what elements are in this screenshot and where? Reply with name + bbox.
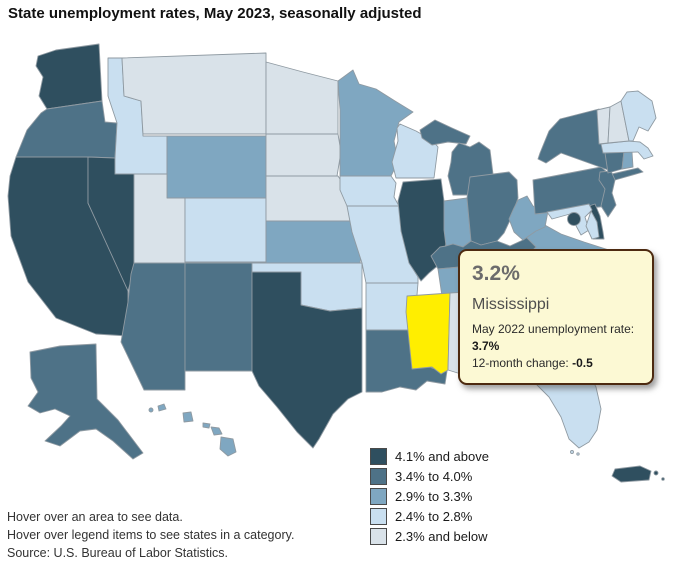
state-me[interactable] — [620, 90, 657, 142]
state-ri[interactable] — [621, 150, 634, 170]
state-az[interactable] — [120, 262, 186, 391]
state-nd[interactable] — [265, 61, 339, 135]
legend-swatch — [370, 447, 387, 465]
state-or[interactable] — [15, 100, 118, 159]
state-wa[interactable] — [35, 43, 103, 110]
state-ak[interactable] — [27, 343, 144, 460]
tooltip-change-label: 12-month change: — [472, 356, 573, 370]
state-pr[interactable] — [653, 470, 659, 476]
state-md[interactable] — [585, 210, 600, 240]
tooltip-state-name: Mississippi — [472, 296, 550, 313]
state-hi[interactable] — [157, 403, 167, 412]
state-tx[interactable] — [251, 271, 363, 449]
state-in[interactable] — [443, 197, 472, 248]
map-legend: 4.1% and above 3.4% to 4.0% 2.9% to 3.3% 2.… — [370, 447, 489, 548]
legend-label: 2.4% to 2.8% — [395, 508, 473, 524]
state-co[interactable] — [184, 197, 267, 263]
footer-line-0: Hover over an area to see data. — [7, 510, 183, 524]
state-fl[interactable] — [576, 452, 580, 456]
state-md[interactable] — [546, 203, 593, 236]
state-ia[interactable] — [339, 175, 400, 207]
state-hi[interactable] — [210, 426, 223, 436]
state-wy[interactable] — [166, 135, 267, 199]
state-hi[interactable] — [202, 422, 211, 429]
legend-label: 3.4% to 4.0% — [395, 468, 473, 484]
page-title: State unemployment rates, May 2023, seas… — [8, 5, 422, 22]
state-sd[interactable] — [265, 133, 342, 177]
state-oh[interactable] — [466, 171, 519, 246]
tooltip-prev-rate-value: 3.7% — [472, 339, 500, 353]
tooltip-prev-rate-line: May 2022 unemployment rate: 3.7% — [472, 321, 640, 355]
legend-label: 2.9% to 3.3% — [395, 488, 473, 504]
legend-swatch — [370, 507, 387, 525]
state-fl[interactable] — [570, 450, 574, 454]
state-pr[interactable] — [611, 465, 652, 483]
tooltip-change-line: 12-month change: -0.5 — [472, 355, 640, 372]
state-ks[interactable] — [265, 220, 365, 264]
legend-swatch — [370, 487, 387, 505]
tooltip-rate-value: 3.2% — [472, 262, 520, 285]
legend-item-0[interactable]: 4.1% and above — [370, 447, 489, 465]
legend-label: 4.1% and above — [395, 448, 489, 464]
state-hi[interactable] — [148, 407, 154, 413]
state-mi[interactable] — [419, 119, 471, 146]
state-pr[interactable] — [661, 477, 665, 481]
legend-swatch — [370, 467, 387, 485]
state-mt[interactable] — [121, 52, 267, 135]
footer-notes: Hover over an area to see data. Hover ove… — [7, 508, 294, 562]
legend-item-2[interactable]: 2.9% to 3.3% — [370, 487, 489, 505]
legend-item-4[interactable]: 2.3% and below — [370, 527, 489, 545]
state-ms[interactable] — [405, 292, 451, 375]
state-nj[interactable] — [598, 170, 617, 218]
state-ct[interactable] — [604, 150, 625, 174]
legend-label: 2.3% and below — [395, 528, 488, 544]
state-nm[interactable] — [184, 262, 253, 372]
tooltip-prev-rate-label: May 2022 unemployment rate: — [472, 322, 635, 336]
tooltip: 3.2% Mississippi May 2022 unemployment r… — [458, 249, 654, 385]
footer-line-1: Hover over legend items to see states in… — [7, 528, 295, 542]
legend-item-1[interactable]: 3.4% to 4.0% — [370, 467, 489, 485]
footer-line-2: Source: U.S. Bureau of Labor Statistics. — [7, 546, 228, 560]
state-hi[interactable] — [219, 436, 237, 457]
tooltip-change-value: -0.5 — [572, 356, 593, 370]
state-hi[interactable] — [182, 411, 194, 423]
legend-swatch — [370, 527, 387, 545]
state-dc[interactable] — [567, 212, 581, 226]
legend-item-3[interactable]: 2.4% to 2.8% — [370, 507, 489, 525]
